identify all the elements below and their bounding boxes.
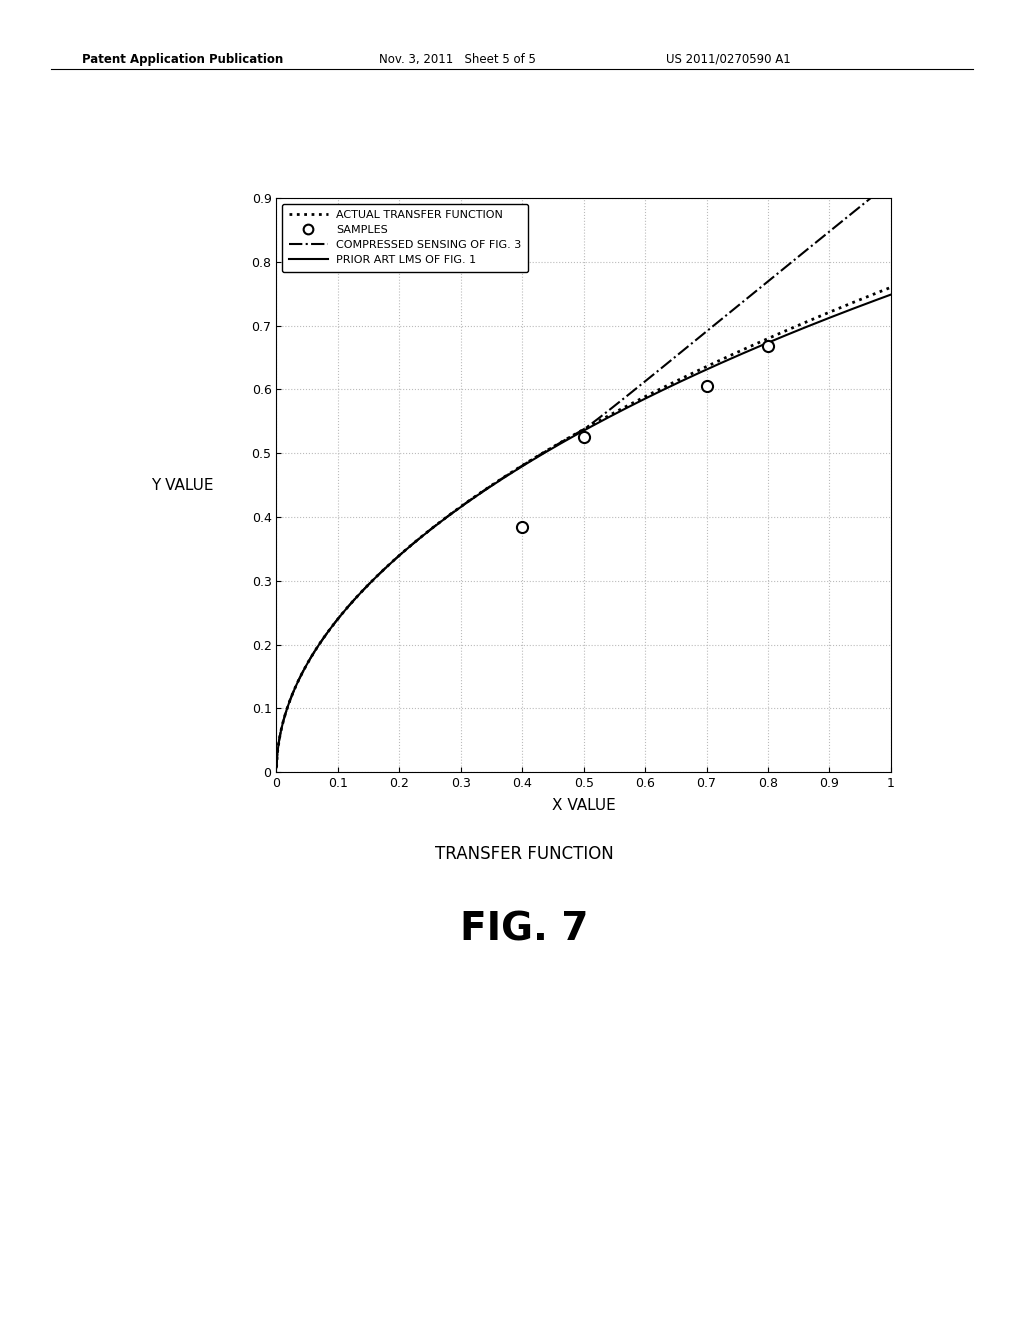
- X-axis label: X VALUE: X VALUE: [552, 799, 615, 813]
- Text: TRANSFER FUNCTION: TRANSFER FUNCTION: [435, 845, 613, 863]
- Legend: ACTUAL TRANSFER FUNCTION, SAMPLES, COMPRESSED SENSING OF FIG. 3, PRIOR ART LMS O: ACTUAL TRANSFER FUNCTION, SAMPLES, COMPR…: [282, 203, 528, 272]
- Y-axis label: Y VALUE: Y VALUE: [151, 478, 213, 492]
- Text: FIG. 7: FIG. 7: [460, 911, 589, 949]
- Text: Patent Application Publication: Patent Application Publication: [82, 53, 284, 66]
- Text: Nov. 3, 2011   Sheet 5 of 5: Nov. 3, 2011 Sheet 5 of 5: [379, 53, 536, 66]
- Text: US 2011/0270590 A1: US 2011/0270590 A1: [666, 53, 791, 66]
